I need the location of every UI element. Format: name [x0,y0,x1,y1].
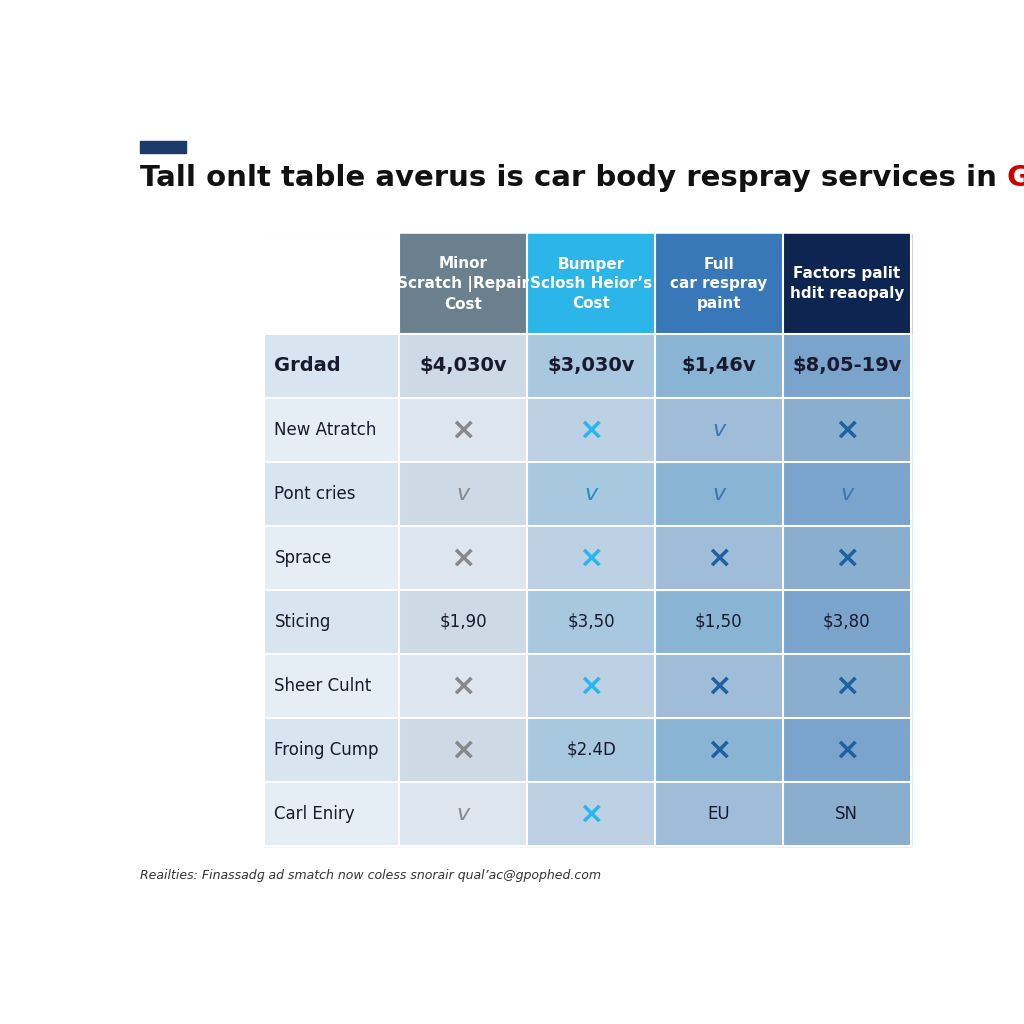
Text: v: v [713,420,725,440]
Text: SN: SN [836,805,858,823]
Bar [399,334,527,398]
Bar [783,398,910,462]
Text: Reailties: Finassadɡ ad smatch now coless snorair qual’ac@gpophed.com: Reailties: Finassadɡ ad smatch now coles… [139,869,601,882]
Text: v: v [713,484,725,504]
Bar [783,462,910,526]
Text: ×: × [451,672,476,700]
Bar [527,334,655,398]
Text: $4,030v: $4,030v [420,356,507,376]
Text: Carl Eniry: Carl Eniry [274,805,355,823]
Bar [783,654,910,718]
Bar [527,654,655,718]
Text: ×: × [579,672,604,700]
Text: v: v [457,804,470,824]
Bar [655,718,783,782]
Text: $3,50: $3,50 [567,613,614,631]
Bar [527,462,655,526]
Bar [399,654,527,718]
Bar [783,590,910,654]
Text: Sheer Culnt: Sheer Culnt [274,677,372,695]
Bar [399,233,527,334]
Text: ×: × [451,416,476,444]
Text: Glasgow: Glasgow [1007,165,1024,193]
Bar [783,334,910,398]
Bar [399,590,527,654]
Text: $3,80: $3,80 [823,613,870,631]
Bar [263,233,399,334]
Bar [655,398,783,462]
Bar [399,526,527,590]
Text: Pont cries: Pont cries [274,485,356,503]
Bar [527,718,655,782]
Bar [263,590,399,654]
Text: $1,46v: $1,46v [682,356,757,376]
Bar [527,782,655,846]
Bar [263,782,399,846]
Text: Full
car respray
paint: Full car respray paint [671,256,768,311]
Bar [139,140,186,153]
Bar [527,526,655,590]
Bar [655,590,783,654]
Text: v: v [585,484,598,504]
Text: $3,030v: $3,030v [547,356,635,376]
Bar [399,462,527,526]
Text: ×: × [579,416,604,444]
Text: Sprace: Sprace [274,549,332,567]
Text: ×: × [835,416,859,444]
Bar [655,233,783,334]
Bar [783,718,910,782]
Bar [263,334,399,398]
Bar [655,654,783,718]
Bar [783,526,910,590]
Text: ×: × [451,735,476,764]
Text: ×: × [707,544,732,572]
Text: ×: × [579,544,604,572]
Text: ×: × [835,672,859,700]
Text: v: v [841,484,853,504]
Text: Tall onlt table averus is car body respray services in: Tall onlt table averus is car body respr… [139,165,1007,193]
Text: ×: × [451,544,476,572]
Bar [655,462,783,526]
Text: ×: × [707,672,732,700]
Bar [263,462,399,526]
Text: New Atratch: New Atratch [274,421,377,439]
Bar [783,782,910,846]
Bar [263,654,399,718]
Bar [263,398,399,462]
Text: ×: × [835,735,859,764]
Text: $1,90: $1,90 [439,613,487,631]
Bar [527,398,655,462]
Text: Minor
Scratch |Repair
Cost: Minor Scratch |Repair Cost [397,256,529,311]
Bar [783,233,910,334]
Bar [263,718,399,782]
Bar [263,526,399,590]
Text: ×: × [579,800,604,828]
Text: Factors palit
hdit reaopaly: Factors palit hdit reaopaly [790,266,904,301]
Text: v: v [457,484,470,504]
Bar [263,233,910,846]
Bar [655,526,783,590]
Text: Froing Cump: Froing Cump [274,741,379,759]
Bar [399,398,527,462]
Bar [527,590,655,654]
Text: $1,50: $1,50 [695,613,742,631]
Bar [655,334,783,398]
Bar [527,233,655,334]
Text: $8,05-19v: $8,05-19v [792,356,901,376]
Text: Grdad: Grdad [274,356,341,376]
Bar [655,782,783,846]
Text: ×: × [707,735,732,764]
Text: Bumper
Sclosh Heior’s
Cost: Bumper Sclosh Heior’s Cost [530,256,652,311]
Text: $2.4D: $2.4D [566,741,616,759]
Bar [399,718,527,782]
Text: ×: × [835,544,859,572]
Text: Sticing: Sticing [274,613,331,631]
Text: EU: EU [708,805,730,823]
Bar [399,782,527,846]
